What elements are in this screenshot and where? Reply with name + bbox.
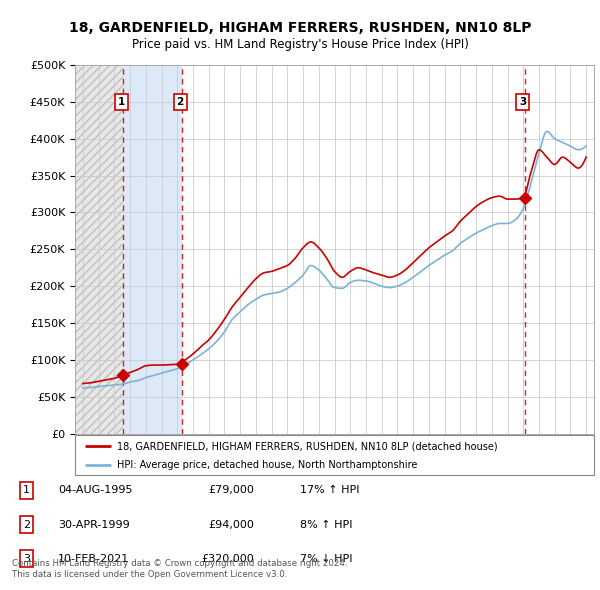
Text: 8% ↑ HPI: 8% ↑ HPI: [300, 520, 353, 529]
Text: £94,000: £94,000: [208, 520, 254, 529]
Text: 1: 1: [118, 97, 125, 107]
Text: 04-AUG-1995: 04-AUG-1995: [58, 486, 133, 496]
Text: £79,000: £79,000: [208, 486, 254, 496]
FancyBboxPatch shape: [75, 435, 594, 475]
Text: 18, GARDENFIELD, HIGHAM FERRERS, RUSHDEN, NN10 8LP (detached house): 18, GARDENFIELD, HIGHAM FERRERS, RUSHDEN…: [116, 441, 497, 451]
Text: 18, GARDENFIELD, HIGHAM FERRERS, RUSHDEN, NN10 8LP: 18, GARDENFIELD, HIGHAM FERRERS, RUSHDEN…: [69, 21, 531, 35]
Text: Price paid vs. HM Land Registry's House Price Index (HPI): Price paid vs. HM Land Registry's House …: [131, 38, 469, 51]
Text: 2: 2: [23, 520, 30, 529]
Text: HPI: Average price, detached house, North Northamptonshire: HPI: Average price, detached house, Nort…: [116, 460, 417, 470]
Text: 2: 2: [176, 97, 184, 107]
Text: 1: 1: [23, 486, 30, 496]
Text: 3: 3: [23, 553, 30, 563]
Text: Contains HM Land Registry data © Crown copyright and database right 2024.
This d: Contains HM Land Registry data © Crown c…: [12, 559, 347, 579]
Text: 10-FEB-2021: 10-FEB-2021: [58, 553, 130, 563]
Text: 7% ↓ HPI: 7% ↓ HPI: [300, 553, 353, 563]
Text: 17% ↑ HPI: 17% ↑ HPI: [300, 486, 359, 496]
Text: 3: 3: [519, 97, 526, 107]
Text: £320,000: £320,000: [201, 553, 254, 563]
Bar: [124, 65, 182, 434]
Text: 30-APR-1999: 30-APR-1999: [58, 520, 130, 529]
Bar: [75, 65, 124, 434]
